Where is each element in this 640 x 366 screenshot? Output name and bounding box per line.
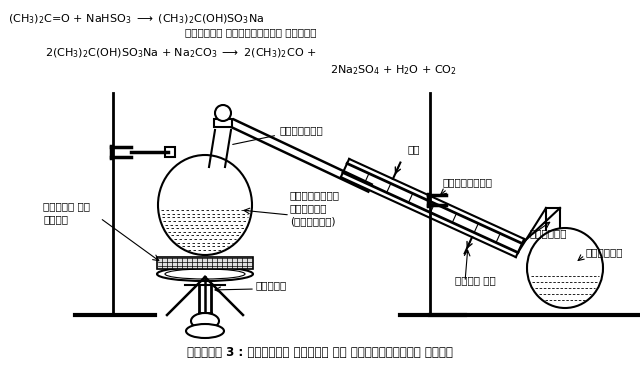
Text: ग्राही: ग्राही [530, 228, 568, 238]
Text: जल: जल [407, 144, 420, 154]
Ellipse shape [157, 267, 253, 281]
Bar [165, 147, 175, 157]
Ellipse shape [186, 324, 224, 338]
Bar [157, 257, 253, 269]
Text: 2Na$_2$SO$_4$ + H$_2$O + CO$_2$: 2Na$_2$SO$_4$ + H$_2$O + CO$_2$ [330, 63, 457, 77]
Text: संघनित्र: संघनित्र [442, 177, 493, 187]
Ellipse shape [158, 155, 252, 255]
Text: ऐसीटोन बाइसलफाइट यौगिक: ऐसीटोन बाइसलफाइट यौगिक [185, 27, 317, 37]
Ellipse shape [191, 313, 219, 329]
Text: (CH$_3$)$_2$C=O + NaHSO$_3$ $\longrightarrow$ (CH$_3$)$_2$C(OH)SO$_3$Na: (CH$_3$)$_2$C=O + NaHSO$_3$ $\longrighta… [8, 12, 264, 26]
Text: ठंडा जल: ठंडा जल [455, 275, 496, 285]
Text: बर्नर: बर्नर [255, 280, 286, 290]
Text: ऐसीटोन: ऐसीटोन [585, 247, 623, 257]
Text: ताँबे की
जाली: ताँबे की जाली [43, 201, 90, 225]
Text: कैल्सियम
ऐसीटेट
(निर्जल): कैल्सियम ऐसीटेट (निर्जल) [290, 190, 340, 226]
Ellipse shape [215, 105, 231, 121]
Text: चित्र 3 : ऐसीटोन बनाने की प्रयोगशाला विधि: चित्र 3 : ऐसीटोन बनाने की प्रयोगशाला विध… [187, 346, 453, 359]
Bar [214, 119, 232, 127]
Text: रिटॉर्ट: रिटॉर्ट [233, 125, 324, 145]
Text: 2(CH$_3$)$_2$C(OH)SO$_3$Na + Na$_2$CO$_3$ $\longrightarrow$ 2(CH$_3$)$_2$CO +: 2(CH$_3$)$_2$C(OH)SO$_3$Na + Na$_2$CO$_3… [45, 46, 316, 60]
Ellipse shape [527, 228, 603, 308]
Ellipse shape [165, 269, 245, 279]
